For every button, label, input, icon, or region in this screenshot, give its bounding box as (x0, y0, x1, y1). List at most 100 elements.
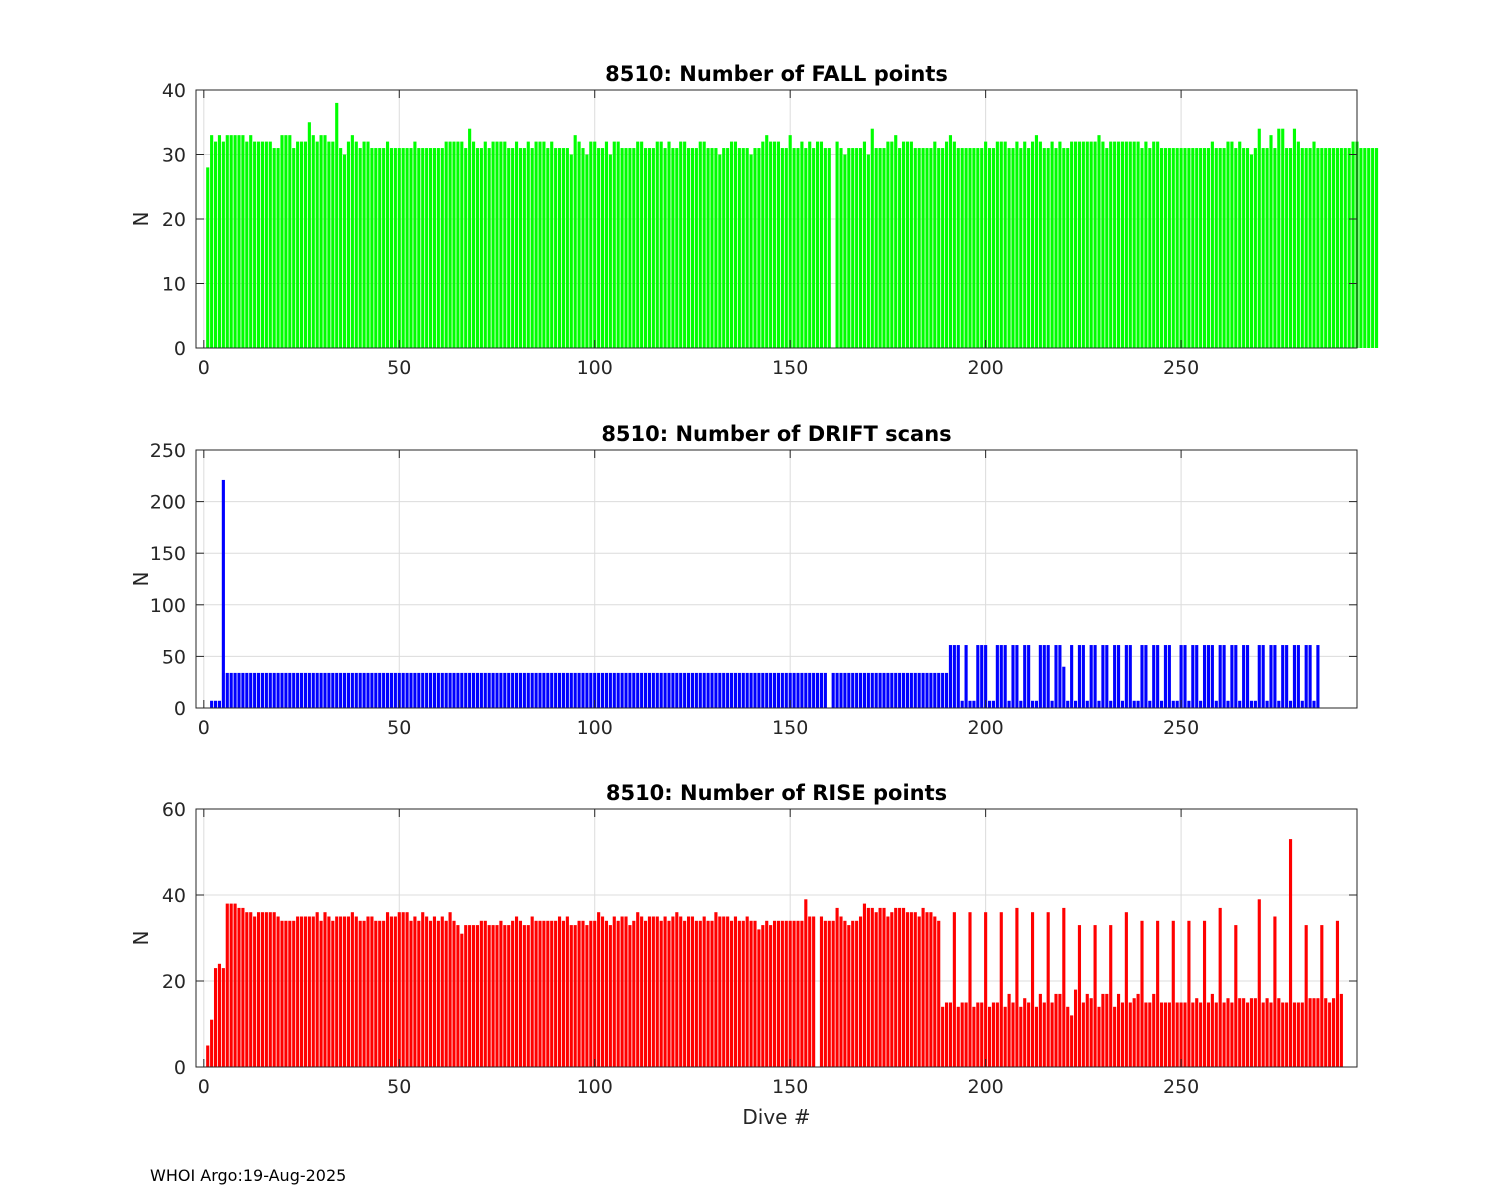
bar-dive-232 (1109, 700, 1113, 708)
bar-dive-271 (1261, 645, 1265, 708)
bar-dive-163 (839, 148, 843, 348)
bar-dive-241 (1144, 1002, 1148, 1067)
bar-dive-16 (264, 141, 268, 348)
bar-dive-275 (1277, 128, 1281, 348)
bar-dive-200 (984, 645, 988, 708)
bar-dive-269 (1253, 700, 1257, 708)
bar-dive-8 (233, 903, 237, 1067)
bar-dive-182 (913, 912, 917, 1067)
bar-dive-76 (499, 920, 503, 1067)
bar-dive-22 (288, 920, 292, 1067)
bar-dive-74 (491, 141, 495, 348)
bar-dive-167 (855, 148, 859, 348)
y-axis-label: N (129, 931, 153, 946)
bar-dive-69 (471, 925, 476, 1067)
bar-dive-116 (655, 672, 659, 708)
bar-dive-153 (800, 672, 804, 708)
bar-dive-210 (1023, 998, 1027, 1067)
bar-dive-232 (1109, 141, 1113, 348)
bar-dive-122 (679, 141, 683, 348)
bar-dive-268 (1249, 154, 1254, 348)
bar-dive-198 (976, 148, 980, 348)
bar-dive-250 (1179, 148, 1183, 348)
bar-dive-217 (1050, 141, 1054, 348)
bar-dive-159 (823, 148, 827, 348)
bar-dive-177 (894, 672, 898, 708)
bar-dive-186 (929, 672, 933, 708)
bar-dive-233 (1113, 141, 1117, 348)
bar-dive-256 (1202, 148, 1207, 348)
bar-dive-183 (917, 148, 921, 348)
bar-dive-297 (1363, 148, 1367, 348)
bar-dive-14 (256, 141, 261, 348)
bar-dive-244 (1156, 645, 1160, 708)
bar-dive-261 (1222, 645, 1226, 708)
bar-dive-284 (1312, 998, 1316, 1067)
bar-dive-189 (941, 672, 945, 708)
bar-dive-283 (1308, 998, 1312, 1067)
y-tick-label: 10 (162, 274, 186, 296)
bar-dive-82 (522, 925, 526, 1067)
bar-dive-98 (585, 672, 589, 708)
bar-dive-74 (491, 672, 495, 708)
bar-dive-126 (694, 920, 698, 1067)
bar-dive-254 (1195, 645, 1199, 708)
bar-dive-191 (948, 1002, 953, 1067)
bar-dive-210 (1023, 645, 1027, 708)
bar-dive-43 (370, 916, 374, 1067)
bar-dive-135 (729, 672, 734, 708)
bar-dive-112 (640, 141, 644, 348)
bar-dive-141 (753, 672, 757, 708)
bar-dive-249 (1175, 148, 1179, 348)
bar-dive-96 (577, 141, 581, 348)
bar-dive-71 (479, 672, 483, 708)
bar-dive-129 (706, 148, 710, 348)
bar-dive-24 (296, 916, 300, 1067)
x-tick-label: 100 (577, 357, 613, 379)
bar-dive-90 (554, 672, 558, 708)
bar-dive-193 (956, 148, 960, 348)
y-tick-label: 250 (150, 440, 186, 462)
y-tick-label: 20 (162, 209, 186, 231)
bar-dive-174 (882, 907, 886, 1067)
bar-dive-66 (460, 141, 464, 348)
bar-dive-102 (600, 148, 605, 348)
bar-dive-173 (878, 907, 882, 1067)
x-tick-label: 150 (772, 717, 808, 739)
bar-dive-229 (1097, 700, 1101, 708)
bar-dive-3 (213, 141, 218, 348)
bar-dive-65 (456, 141, 460, 348)
bar-dive-260 (1218, 907, 1222, 1067)
bar-dive-115 (651, 916, 655, 1067)
bar-dive-31 (323, 672, 327, 708)
bar-dive-270 (1257, 899, 1261, 1067)
bar-dive-89 (550, 672, 554, 708)
bar-dive-171 (870, 907, 874, 1067)
bar-dive-142 (757, 672, 761, 708)
bar-dive-103 (604, 920, 609, 1067)
bar-dive-202 (991, 1002, 996, 1067)
bar-dive-87 (542, 672, 546, 708)
bar-dive-229 (1097, 1006, 1101, 1067)
bar-dive-252 (1187, 148, 1191, 348)
bar-dive-284 (1312, 141, 1316, 348)
bar-dive-35 (339, 916, 343, 1067)
bar-dive-192 (952, 645, 956, 708)
bar-dive-195 (964, 645, 968, 708)
bar-dive-197 (972, 700, 976, 708)
bar-dive-148 (780, 148, 784, 348)
bar-dive-220 (1062, 148, 1066, 348)
x-tick-label: 50 (387, 1076, 411, 1098)
bar-dive-241 (1144, 141, 1148, 348)
bar-dive-85 (534, 141, 538, 348)
bar-dive-4 (217, 963, 222, 1067)
bar-dive-126 (694, 672, 698, 708)
bar-dive-139 (745, 916, 749, 1067)
bar-dive-15 (260, 141, 265, 348)
bar-dive-221 (1066, 148, 1070, 348)
bar-dive-226 (1085, 700, 1089, 708)
bar-dive-121 (675, 148, 679, 348)
bar-dive-221 (1066, 700, 1070, 708)
bar-dive-50 (397, 672, 401, 708)
